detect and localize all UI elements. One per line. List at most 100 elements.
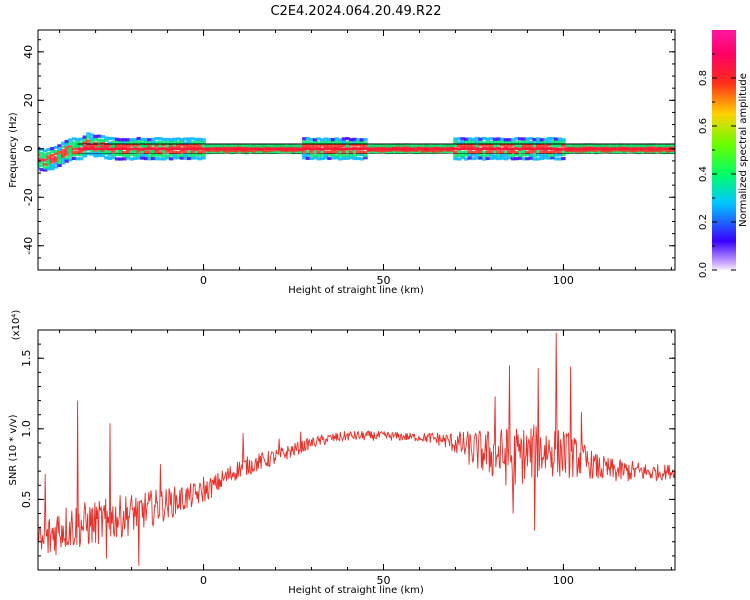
spectrogram-cell [496, 153, 501, 158]
spectrogram-cell [71, 144, 77, 148]
spectrogram-cell [600, 143, 606, 148]
spectrogram-cell [237, 145, 242, 149]
spectrogram-cell [543, 138, 548, 142]
spectrogram-cell [262, 149, 267, 153]
spectrogram-cell [381, 144, 386, 148]
spectrogram-cell [338, 157, 343, 161]
spectrogram-cell [125, 150, 131, 154]
spectrogram-cell [136, 140, 141, 144]
spectrogram-cell [507, 144, 512, 148]
spectrogram-cell [316, 150, 321, 154]
spectrogram-cell [471, 143, 476, 147]
spectrogram-cell [572, 144, 577, 148]
spectrogram-cell [125, 140, 131, 145]
spectrogram-cell [78, 150, 84, 154]
spectrogram-cell [194, 144, 199, 148]
spectrogram-cell [406, 149, 411, 153]
spectrogram-cell [338, 144, 343, 148]
spectrogram-cell [323, 156, 329, 160]
spectrogram-cell [118, 138, 123, 142]
spectrogram-cell [312, 140, 318, 145]
spectrogram-cell [132, 140, 138, 145]
spectrogram-cell [345, 150, 350, 154]
spectrogram-cell [456, 153, 462, 157]
spectrogram-cell [53, 145, 59, 150]
spectrogram-cell [586, 150, 591, 154]
spectrogram-cell [359, 143, 365, 147]
spectrogram-cell [514, 140, 519, 144]
spectrogram-cell [546, 150, 552, 155]
spectrogram-cell [586, 143, 591, 147]
spectrogram-cell [201, 156, 206, 160]
spectrogram-cell [464, 150, 469, 154]
spectrogram-cell [554, 137, 559, 141]
spectrogram-cell [672, 149, 675, 154]
spectrogram-cell [435, 149, 440, 153]
spectrogram-cell [39, 160, 44, 164]
spectrogram-cell [525, 144, 530, 148]
spectrogram-cell [194, 156, 199, 160]
spectrogram-cell [392, 145, 397, 149]
spectrogram-cell [539, 144, 545, 148]
spectrogram-cell [474, 140, 480, 144]
spectrogram-cell [492, 144, 498, 148]
spectrogram-cell [579, 144, 584, 148]
spectrogram-cell [561, 140, 566, 144]
spectrogram-cell [147, 143, 152, 147]
spectrogram-cell [201, 144, 206, 148]
spectrogram-cell [60, 152, 66, 156]
spectrogram-cell [557, 137, 563, 141]
spectrogram-cell [503, 153, 509, 157]
spectrogram-cell [402, 145, 408, 149]
spectrogram-cell [176, 150, 181, 155]
spectrogram-cell [352, 140, 357, 144]
spectrogram-cell [39, 158, 44, 162]
spectrogram-cell [140, 137, 145, 142]
spectrogram-cell [197, 137, 203, 141]
spectrogram-cell [482, 136, 487, 141]
spectrogram-cell [168, 150, 174, 154]
spectrogram-cell [186, 144, 192, 148]
spectrogram-cell [53, 165, 59, 169]
spectrogram-cell [78, 137, 84, 141]
spectrogram-cell [330, 150, 336, 154]
spectrogram-cell [363, 154, 368, 158]
spectrogram-cell [485, 153, 491, 157]
spectrogram-cell [316, 137, 321, 141]
spectrogram-cell [64, 149, 69, 153]
spectrogram-cell [312, 156, 318, 160]
spectrogram-cell [352, 153, 357, 158]
spectrogram-cell [111, 140, 116, 144]
spectrogram-cell [186, 156, 192, 161]
spectrogram-cell [273, 144, 278, 148]
spectrogram-cell [330, 137, 336, 142]
spectrogram-cell [482, 154, 487, 158]
spectrogram-cell [122, 157, 127, 161]
spectrogram-ytick-label: 40 [22, 45, 35, 59]
spectrogram-cell [514, 157, 519, 161]
snr-series-line [38, 332, 675, 566]
snr-xtick-label: 50 [376, 574, 390, 587]
spectrogram-cell [557, 140, 563, 144]
spectrogram-frame [37, 29, 676, 271]
spectrogram-cell [309, 144, 314, 148]
spectrogram-cell [460, 137, 465, 141]
spectrogram-cell [395, 145, 401, 149]
spectrogram-cell [618, 143, 624, 147]
spectrogram-cell [363, 150, 368, 155]
spectrogram-cell [453, 154, 458, 158]
spectrogram-cell [64, 146, 69, 150]
spectrogram-cell [39, 147, 44, 152]
spectrogram-cell [165, 144, 170, 148]
spectrogram-cell [446, 144, 451, 148]
spectrogram-cell [528, 144, 534, 148]
spectrogram-cell [86, 145, 91, 149]
spectrogram-cell [330, 144, 336, 148]
spectrogram-cell [114, 152, 120, 157]
spectrogram-cell [53, 151, 59, 156]
spectrogram-cell [147, 154, 152, 158]
spectrogram-cell [550, 156, 555, 160]
spectrogram-cell [38, 150, 41, 154]
spectrogram-cell [338, 153, 343, 157]
spectrogram-cell [42, 158, 48, 162]
